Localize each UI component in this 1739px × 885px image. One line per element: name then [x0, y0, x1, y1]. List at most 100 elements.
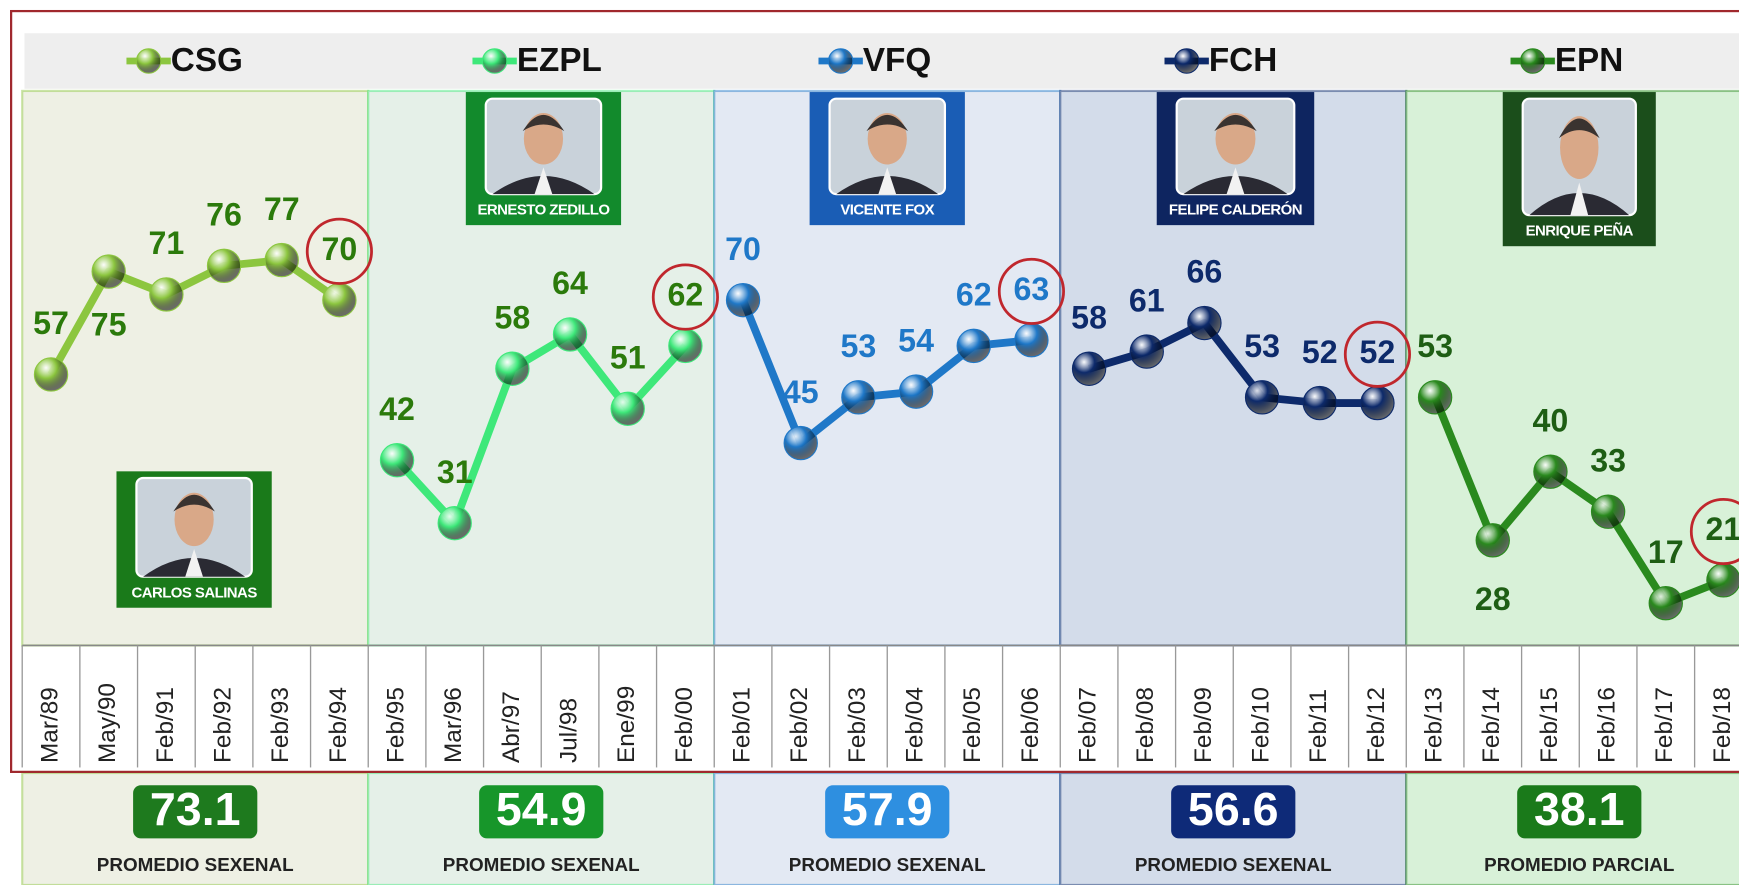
x-tick-label: Feb/09 — [1190, 687, 1217, 763]
data-label: 70 — [321, 231, 357, 267]
x-tick-label: Feb/04 — [902, 687, 929, 763]
average-value: 57.9 — [842, 783, 933, 835]
x-tick-label: May/90 — [94, 683, 121, 763]
x-tick-label: Feb/03 — [844, 687, 871, 763]
legend-marker — [1173, 48, 1200, 74]
point — [1187, 305, 1222, 341]
photo-shirt — [534, 167, 553, 195]
average-value: 56.6 — [1188, 783, 1279, 835]
average-caption: PROMEDIO SEXENAL — [789, 854, 986, 875]
x-tick-label: Feb/95 — [382, 687, 409, 763]
average-badge — [479, 785, 604, 839]
x-tick-label: Feb/00 — [671, 687, 698, 763]
point — [956, 328, 991, 364]
highlight-ring — [305, 217, 373, 285]
x-tick-label: Feb/01 — [729, 687, 756, 763]
point — [264, 242, 299, 278]
x-tick-label: Feb/17 — [1651, 687, 1678, 763]
point — [1706, 563, 1739, 598]
x-tick-label: Feb/07 — [1075, 687, 1102, 763]
point — [1071, 351, 1107, 386]
data-label: 28 — [1475, 581, 1511, 617]
average-badge — [133, 785, 258, 839]
data-label: 17 — [1648, 534, 1684, 570]
data-label: 53 — [1417, 328, 1453, 364]
x-tick-label: Feb/12 — [1363, 687, 1390, 763]
x-tick-label: Feb/13 — [1421, 687, 1448, 763]
data-label: 61 — [1129, 282, 1165, 318]
x-tick-label: Feb/92 — [209, 687, 236, 763]
x-tick-label: Feb/94 — [325, 687, 352, 763]
point — [898, 374, 934, 409]
legend-label: VFQ — [863, 42, 931, 79]
x-tick-label: Ene/99 — [613, 686, 640, 763]
point — [725, 282, 761, 318]
highlight-ring — [1343, 320, 1411, 388]
president-name: VICENTE FOX — [840, 202, 934, 219]
data-label: 58 — [495, 299, 531, 335]
data-label: 70 — [725, 231, 761, 267]
point — [1244, 380, 1280, 415]
president-name: ENRIQUE PEÑA — [1526, 222, 1634, 240]
data-label: 21 — [1706, 511, 1739, 547]
highlight-ring — [997, 257, 1065, 325]
data-label: 58 — [1071, 299, 1107, 335]
x-tick-label: Mar/96 — [440, 687, 467, 763]
point — [1014, 322, 1049, 358]
x-tick-label: Feb/93 — [267, 687, 294, 763]
x-tick-label: Feb/18 — [1709, 687, 1736, 763]
data-label: 51 — [610, 339, 646, 375]
data-label: 62 — [668, 277, 704, 313]
frame — [10, 9, 1739, 773]
photo-shirt — [185, 549, 203, 577]
x-tick-label: Feb/10 — [1248, 687, 1275, 763]
average-value: 54.9 — [496, 783, 587, 835]
point — [841, 380, 876, 415]
point — [495, 351, 530, 386]
legend-label: EZPL — [517, 42, 602, 79]
x-tick-label: Jul/98 — [556, 698, 583, 763]
point — [322, 282, 357, 318]
point — [1533, 454, 1568, 489]
point — [206, 248, 242, 284]
data-label: 66 — [1187, 254, 1223, 290]
highlight-ring — [1689, 497, 1739, 566]
data-label: 57 — [33, 305, 69, 341]
point — [610, 391, 645, 426]
x-tick-label: Abr/97 — [498, 691, 525, 763]
data-label: 53 — [841, 328, 877, 364]
photo-shirt — [1570, 182, 1589, 216]
average-value: 73.1 — [150, 783, 241, 835]
average-caption: PROMEDIO SEXENAL — [1135, 854, 1332, 875]
x-tick-label: Feb/16 — [1594, 687, 1621, 763]
data-label: 71 — [148, 225, 184, 261]
legend-marker — [1519, 48, 1546, 74]
average-badge — [1171, 785, 1296, 839]
data-label: 63 — [1014, 271, 1050, 307]
point — [668, 328, 703, 364]
average-caption: PROMEDIO SEXENAL — [443, 854, 640, 875]
point — [1648, 586, 1683, 621]
x-tick-label: Feb/91 — [152, 687, 179, 763]
point — [1475, 523, 1510, 558]
data-label: 31 — [437, 454, 473, 490]
point — [149, 277, 184, 312]
point — [1302, 385, 1337, 421]
average-value: 38.1 — [1534, 783, 1625, 835]
data-label: 64 — [552, 265, 588, 301]
photo-hair — [866, 114, 909, 132]
average-caption: PROMEDIO PARCIAL — [1484, 854, 1674, 875]
point — [33, 357, 69, 392]
legend-marker — [135, 48, 162, 74]
x-tick-label: Feb/02 — [786, 687, 813, 763]
data-label: 52 — [1302, 334, 1338, 370]
x-tick-label: Feb/11 — [1305, 689, 1332, 763]
photo-hair — [1214, 114, 1257, 132]
data-label: 53 — [1244, 328, 1280, 364]
point — [1129, 334, 1164, 369]
legend-band — [24, 33, 1739, 89]
photo-shirt — [1226, 167, 1245, 195]
data-label: 62 — [956, 277, 992, 313]
